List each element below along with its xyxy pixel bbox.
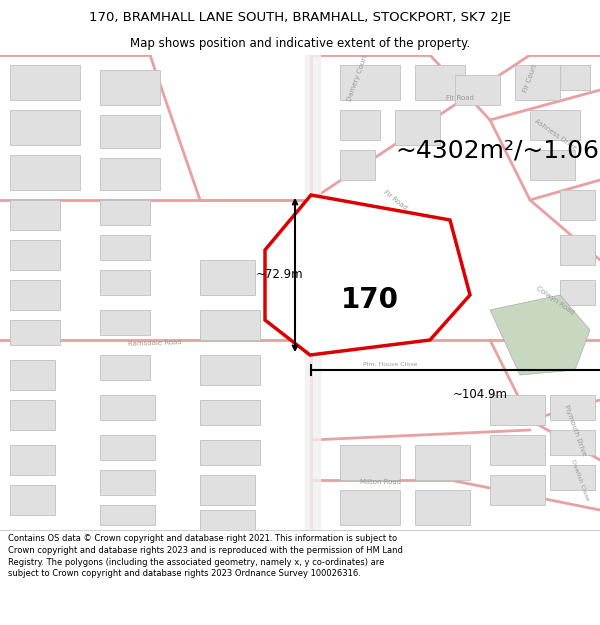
Polygon shape (265, 195, 470, 355)
Polygon shape (340, 65, 400, 100)
Polygon shape (340, 150, 375, 180)
Polygon shape (100, 470, 155, 495)
Polygon shape (10, 400, 55, 430)
Polygon shape (200, 260, 255, 295)
Text: Map shows position and indicative extent of the property.: Map shows position and indicative extent… (130, 38, 470, 51)
Polygon shape (395, 110, 440, 145)
Polygon shape (550, 430, 595, 455)
Polygon shape (100, 270, 150, 295)
Polygon shape (100, 435, 155, 460)
Polygon shape (10, 110, 80, 145)
Text: Plymouth Drive: Plymouth Drive (563, 404, 587, 456)
Polygon shape (340, 110, 380, 140)
Polygon shape (10, 200, 60, 230)
Polygon shape (490, 395, 545, 425)
Polygon shape (200, 510, 255, 530)
Text: Bramhall Lane South: Bramhall Lane South (311, 250, 320, 330)
Polygon shape (340, 490, 400, 525)
Text: Fir Road: Fir Road (446, 95, 474, 101)
Polygon shape (530, 150, 575, 180)
Text: Fir Road: Fir Road (382, 189, 408, 211)
Polygon shape (415, 65, 465, 100)
Polygon shape (10, 240, 60, 270)
Text: Contains OS data © Crown copyright and database right 2021. This information is : Contains OS data © Crown copyright and d… (8, 534, 403, 578)
Polygon shape (100, 115, 160, 148)
Text: ~72.9m: ~72.9m (256, 269, 304, 281)
Polygon shape (100, 70, 160, 105)
Polygon shape (200, 440, 260, 465)
Polygon shape (490, 475, 545, 505)
Text: 170: 170 (341, 286, 399, 314)
Polygon shape (10, 360, 55, 390)
Polygon shape (340, 445, 400, 480)
Text: Dawlish Close: Dawlish Close (570, 459, 590, 501)
Polygon shape (515, 65, 560, 100)
Polygon shape (10, 65, 80, 100)
Polygon shape (550, 465, 595, 490)
Polygon shape (10, 280, 60, 310)
Polygon shape (100, 310, 150, 335)
Polygon shape (200, 310, 260, 340)
Polygon shape (560, 65, 590, 90)
Polygon shape (200, 475, 255, 505)
Polygon shape (415, 490, 470, 525)
Polygon shape (100, 200, 150, 225)
Polygon shape (530, 110, 580, 140)
Polygon shape (10, 155, 80, 190)
Text: 170, BRAMHALL LANE SOUTH, BRAMHALL, STOCKPORT, SK7 2JE: 170, BRAMHALL LANE SOUTH, BRAMHALL, STOC… (89, 11, 511, 24)
Polygon shape (10, 445, 55, 475)
Polygon shape (490, 295, 590, 375)
Polygon shape (100, 235, 150, 260)
Polygon shape (100, 355, 150, 380)
Polygon shape (560, 235, 595, 265)
Polygon shape (560, 280, 595, 305)
Text: Plm. House Close: Plm. House Close (363, 362, 417, 368)
Polygon shape (200, 355, 260, 385)
Polygon shape (100, 505, 155, 525)
Polygon shape (200, 400, 260, 425)
Text: ~4302m²/~1.063ac.: ~4302m²/~1.063ac. (395, 138, 600, 162)
Text: Ramsdale Road: Ramsdale Road (128, 339, 182, 347)
Polygon shape (415, 445, 470, 480)
Polygon shape (560, 190, 595, 220)
Polygon shape (100, 158, 160, 190)
Polygon shape (10, 485, 55, 515)
Polygon shape (10, 320, 60, 345)
Text: Fir Court: Fir Court (522, 63, 538, 93)
Polygon shape (490, 435, 545, 465)
Text: Milton Road: Milton Road (359, 479, 401, 485)
Polygon shape (455, 75, 500, 105)
Text: ~104.9m: ~104.9m (452, 389, 508, 401)
Text: Damery Court: Damery Court (347, 54, 369, 102)
Polygon shape (100, 395, 155, 420)
Polygon shape (550, 395, 595, 420)
Text: Colwyn Road: Colwyn Road (535, 284, 575, 316)
Text: Ashness Drive: Ashness Drive (533, 118, 577, 152)
